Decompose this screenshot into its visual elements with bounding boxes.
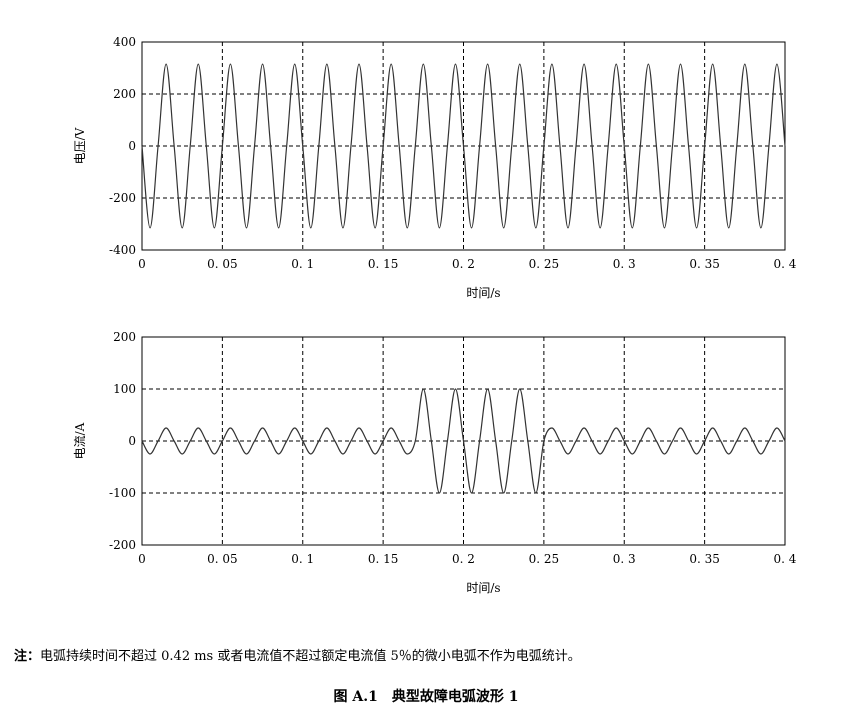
x-tick-label: 0. 35 [689, 552, 720, 566]
x-tick-label: 0 [138, 257, 146, 271]
x-tick-label: 0. 3 [613, 257, 636, 271]
note-label: 注： [14, 649, 41, 664]
note: 注：电弧持续时间不超过 0.42 ms 或者电流值不超过额定电流值 5％的微小电… [14, 645, 581, 664]
line-series [141, 388, 786, 494]
y-tick-label: 400 [113, 35, 136, 49]
x-tick-label: 0. 25 [529, 552, 560, 566]
y-axis-label: 电压/V [73, 127, 87, 164]
x-axis-label: 时间/s [466, 581, 500, 595]
y-axis-label: 电流/A [73, 422, 87, 459]
y-tick-label: -200 [109, 191, 136, 205]
note-text: 电弧持续时间不超过 0.42 ms 或者电流值不超过额定电流值 5％的微小电弧不… [40, 649, 581, 664]
x-tick-label: 0. 3 [613, 552, 636, 566]
x-tick-label: 0. 05 [207, 552, 238, 566]
x-tick-label: 0. 35 [689, 257, 720, 271]
y-tick-label: -100 [109, 486, 136, 500]
x-tick-label: 0 [138, 552, 146, 566]
x-tick-label: 0. 2 [452, 552, 475, 566]
x-tick-label: 0. 1 [291, 552, 314, 566]
x-tick-label: 0. 25 [529, 257, 560, 271]
y-tick-label: 200 [113, 330, 136, 344]
x-tick-label: 0. 2 [452, 257, 475, 271]
y-tick-label: 0 [128, 434, 136, 448]
y-tick-label: 100 [113, 382, 136, 396]
caption: 图 A.1 典型故障电弧波形 1 [333, 689, 519, 705]
y-tick-label: 0 [128, 139, 136, 153]
x-tick-label: 0. 15 [368, 257, 399, 271]
line-series [141, 63, 786, 229]
y-tick-label: -400 [109, 243, 136, 257]
y-tick-label: -200 [109, 538, 136, 552]
x-axis-label: 时间/s [466, 286, 500, 300]
x-tick-label: 0. 4 [774, 257, 797, 271]
y-tick-label: 200 [113, 87, 136, 101]
x-tick-label: 0. 05 [207, 257, 238, 271]
x-tick-label: 0. 15 [368, 552, 399, 566]
x-tick-label: 0. 1 [291, 257, 314, 271]
x-tick-label: 0. 4 [774, 552, 797, 566]
